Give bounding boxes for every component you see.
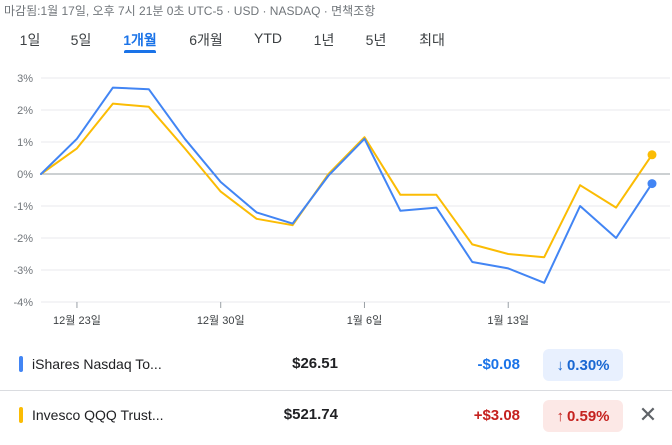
series-endpoint bbox=[647, 179, 657, 189]
y-tick-label: -1% bbox=[13, 201, 33, 213]
x-tick-label: 1월 6일 bbox=[347, 313, 383, 327]
y-tick-label: -3% bbox=[13, 265, 33, 277]
tab-5d[interactable]: 5일 bbox=[70, 32, 92, 48]
active-tab-indicator bbox=[124, 50, 156, 53]
comparison-line-chart: 3% 2% 1% 0% -1% -2% -3% -4% 12월 23일 12월 30일 1월 6일 1… bbox=[13, 73, 670, 327]
series-endpoint bbox=[647, 150, 657, 160]
percent-change-badge: ↑ 0.59% bbox=[543, 400, 623, 432]
tab-max[interactable]: 최대 bbox=[419, 32, 445, 48]
fund-price: $521.74 bbox=[283, 406, 338, 423]
fund-name[interactable]: iShares Nasdaq To... bbox=[32, 356, 162, 372]
arrow-down-icon: ↓ bbox=[556, 356, 564, 374]
y-tick-label: 2% bbox=[17, 105, 33, 117]
comparison-row[interactable]: iShares Nasdaq To... $26.51 -$0.08 ↓ 0.3… bbox=[0, 340, 672, 390]
fund-name[interactable]: Invesco QQQ Trust... bbox=[32, 407, 164, 423]
tab-1m[interactable]: 1개월 bbox=[123, 32, 157, 48]
market-status-text: 마감됨:1월 17일, 오후 7시 21분 0초 UTC-5 · USD · N… bbox=[4, 4, 376, 18]
percent-change-value: 0.30% bbox=[566, 356, 610, 374]
series-line bbox=[40, 102, 653, 259]
series-line bbox=[40, 86, 653, 284]
time-range-tabs: 1일 5일 1개월 6개월 YTD 1년 5년 최대 bbox=[0, 26, 672, 54]
series-color-swatch bbox=[19, 407, 23, 423]
price-change: -$0.08 bbox=[477, 356, 520, 373]
y-tick-label: -4% bbox=[13, 297, 33, 309]
x-tick-label: 1월 13일 bbox=[487, 313, 529, 327]
tab-1d[interactable]: 1일 bbox=[19, 32, 41, 48]
series-color-swatch bbox=[19, 356, 23, 372]
percent-change-badge: ↓ 0.30% bbox=[543, 349, 623, 381]
percent-change-value: 0.59% bbox=[566, 407, 610, 425]
y-tick-label: 0% bbox=[17, 169, 33, 181]
y-tick-label: 3% bbox=[17, 73, 33, 85]
y-tick-label: -2% bbox=[13, 233, 33, 245]
comparison-row[interactable]: Invesco QQQ Trust... $521.74 +$3.08 ↑ 0.… bbox=[0, 390, 672, 440]
price-change: +$3.08 bbox=[473, 407, 520, 424]
tab-6m[interactable]: 6개월 bbox=[189, 32, 223, 48]
fund-price: $26.51 bbox=[292, 355, 338, 372]
x-tick-label: 12월 23일 bbox=[53, 313, 101, 327]
tab-1y[interactable]: 1년 bbox=[313, 32, 335, 48]
close-icon[interactable]: ✕ bbox=[638, 402, 658, 427]
tab-ytd[interactable]: YTD bbox=[254, 30, 282, 46]
arrow-up-icon: ↑ bbox=[556, 407, 564, 425]
y-tick-label: 1% bbox=[17, 137, 33, 149]
x-tick-label: 12월 30일 bbox=[197, 313, 245, 327]
tab-5y[interactable]: 5년 bbox=[365, 32, 387, 48]
